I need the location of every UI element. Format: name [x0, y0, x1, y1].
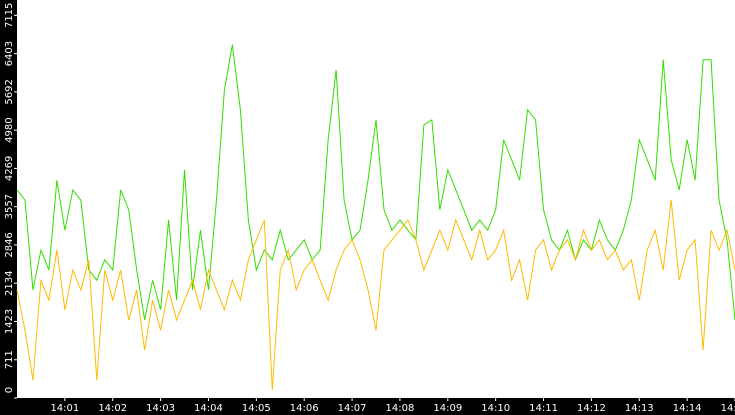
y-tick-label: 4269 — [4, 156, 15, 181]
y-axis-strip — [0, 0, 17, 415]
x-tick-label: 14:10 — [481, 403, 510, 414]
x-tick-label: 14:01 — [50, 403, 79, 414]
x-tick-label: 14:09 — [433, 403, 462, 414]
y-tick-label: 711 — [4, 350, 15, 369]
x-tick-label: 14:04 — [194, 403, 223, 414]
y-tick-label: 4980 — [4, 117, 15, 142]
x-tick-label: 14:05 — [242, 403, 271, 414]
x-tick-label: 14:14 — [673, 403, 702, 414]
y-tick-label: 2134 — [4, 270, 15, 295]
y-tick-label: 1423 — [4, 309, 15, 334]
x-tick-label: 14:06 — [290, 403, 319, 414]
x-tick-label: 14:08 — [386, 403, 415, 414]
x-tick-label: 14:03 — [146, 403, 175, 414]
y-tick-label: 0 — [4, 387, 15, 393]
line-series — [16, 200, 735, 390]
x-tick-label: 14:07 — [338, 403, 367, 414]
y-tick-label: 6403 — [4, 41, 15, 66]
x-axis-strip — [0, 398, 735, 415]
y-tick-label: 7115 — [4, 3, 15, 28]
y-tick-label: 2846 — [4, 232, 15, 257]
x-tick-label: 14:11 — [529, 403, 558, 414]
y-tick-label: 3557 — [4, 194, 15, 219]
y-tick-label: 5692 — [4, 79, 15, 104]
x-tick-label: 14:13 — [625, 403, 654, 414]
x-tick-label: 14:15 — [721, 403, 735, 414]
x-tick-label: 14:02 — [98, 403, 127, 414]
x-tick-label: 14:12 — [577, 403, 606, 414]
